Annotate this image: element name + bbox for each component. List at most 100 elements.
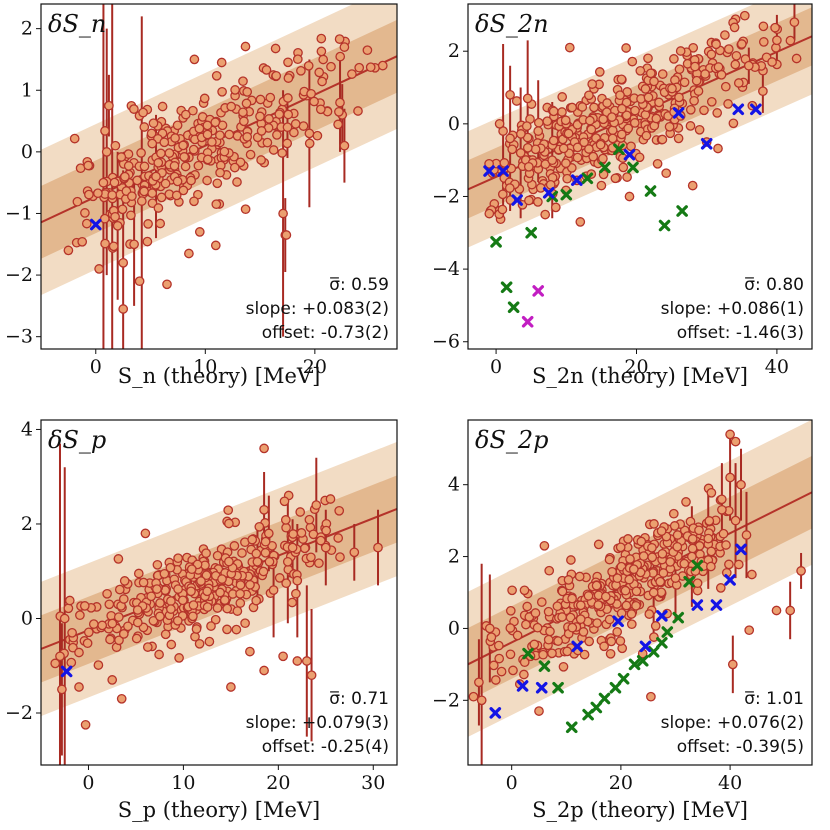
data-point [519,669,529,680]
data-point [172,120,183,131]
data-point [557,612,567,622]
data-point [132,605,143,615]
data-point [758,21,769,32]
data-point [312,130,323,141]
data-point [579,649,590,660]
data-point [298,121,309,131]
data-point [515,148,526,158]
data-point [505,89,515,100]
x-tick-label: 40 [718,772,742,794]
data-point [59,613,70,624]
panel-title: δS_n [48,10,106,38]
data-point [188,611,198,622]
data-point [292,656,303,666]
x-tick-label: 0 [506,772,518,794]
data-point [303,60,314,71]
data-point [606,636,617,647]
data-point [647,552,658,563]
data-point [296,528,307,538]
data-point [154,649,164,660]
data-point [215,587,225,598]
data-point [315,535,326,546]
data-point [113,612,124,622]
data-point [713,62,724,72]
data-point [211,199,222,210]
green-marker [656,637,668,649]
data-point [110,211,120,222]
data-point [160,629,171,640]
x-tick-label: 20 [609,772,633,794]
data-point [288,529,299,539]
blue-marker [700,138,713,150]
data-point [159,568,170,579]
data-point [631,586,642,597]
green-marker [636,654,649,667]
green-marker [522,647,534,660]
blue-marker [489,707,502,719]
data-point [592,618,602,628]
data-point [685,121,696,131]
stat-slope: slope: +0.076(2) [661,713,804,733]
data-point [706,561,716,572]
data-point [194,227,205,237]
data-point [728,118,739,129]
data-point [177,595,188,606]
data-point [643,92,654,103]
data-point [522,142,533,153]
data-point [206,621,216,631]
data-point [504,183,515,193]
data-point [202,602,213,612]
data-point [575,600,586,611]
data-point [287,597,298,608]
data-point [241,98,252,109]
data-point [210,614,221,625]
blue-marker [672,107,685,119]
x-axis-title: S_2n (theory) [MeV] [532,364,748,388]
data-point [321,525,332,536]
green-marker [599,161,611,174]
data-point [283,73,294,83]
data-point [69,133,80,144]
magenta-marker [532,285,545,297]
data-point [741,530,752,540]
data-point [723,44,734,54]
data-point [529,639,540,650]
data-point [505,195,516,205]
data-point [81,218,92,229]
data-point [138,107,148,118]
green-marker [490,236,502,248]
blue-marker [656,610,668,622]
data-point [107,618,118,629]
data-point [156,148,166,159]
data-point [650,621,661,631]
green-marker [683,575,695,588]
data-point [626,619,637,630]
data-point [558,143,569,154]
data-point [667,83,677,94]
green-marker [644,185,657,197]
data-point [643,53,653,64]
data-point [785,35,796,46]
panel-dSn: 0 10 20 −3 −2 −1 0 1 2 δS_n σ̅: 0.59 slope: +0.0… [5,3,398,388]
green-marker [691,559,704,572]
data-point [598,114,609,125]
data-point [80,719,91,730]
data-point [607,112,617,122]
data-point [577,102,588,112]
data-point [497,189,508,200]
data-point [226,682,236,692]
blue-marker [571,174,583,186]
data-point [620,585,631,596]
data-point [716,69,727,80]
data-point [101,147,112,157]
data-point [651,113,662,124]
data-point [295,507,306,517]
data-point [730,59,741,70]
data-point [271,70,282,81]
data-point [153,203,164,213]
data-point [304,128,315,139]
data-point [630,105,640,116]
green-marker [565,721,578,734]
data-point [712,108,723,118]
